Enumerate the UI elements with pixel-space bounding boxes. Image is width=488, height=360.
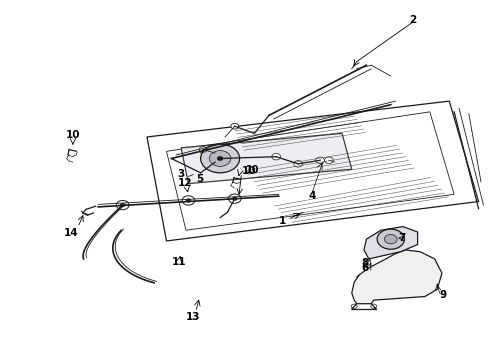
- Circle shape: [370, 304, 376, 309]
- Text: 13: 13: [185, 312, 200, 322]
- Polygon shape: [363, 226, 417, 259]
- Text: 10: 10: [242, 166, 256, 176]
- Circle shape: [120, 203, 125, 207]
- Circle shape: [210, 158, 220, 166]
- Text: 11: 11: [171, 257, 185, 267]
- Text: 5: 5: [195, 174, 203, 184]
- Circle shape: [200, 144, 239, 173]
- Circle shape: [217, 156, 223, 161]
- Circle shape: [182, 196, 194, 205]
- Text: 4: 4: [307, 191, 315, 201]
- Circle shape: [232, 197, 237, 201]
- Polygon shape: [351, 250, 441, 304]
- Circle shape: [185, 199, 190, 202]
- Circle shape: [209, 150, 230, 166]
- Circle shape: [376, 229, 404, 249]
- Circle shape: [293, 161, 302, 167]
- Circle shape: [384, 234, 396, 244]
- Circle shape: [230, 123, 238, 129]
- Circle shape: [271, 153, 280, 160]
- Text: 14: 14: [64, 228, 79, 238]
- Circle shape: [228, 194, 241, 203]
- Circle shape: [116, 201, 129, 210]
- Text: 6: 6: [361, 263, 368, 273]
- Circle shape: [315, 157, 324, 163]
- Text: 7: 7: [397, 233, 405, 243]
- Text: 10: 10: [245, 165, 259, 175]
- Circle shape: [324, 157, 332, 163]
- Text: 3: 3: [177, 169, 184, 179]
- Circle shape: [350, 304, 356, 309]
- Text: 1: 1: [278, 216, 285, 226]
- Text: 12: 12: [178, 178, 192, 188]
- Text: 10: 10: [65, 130, 80, 140]
- Polygon shape: [181, 134, 351, 184]
- Text: 2: 2: [408, 15, 415, 26]
- Text: 9: 9: [439, 291, 446, 301]
- Text: 8: 8: [361, 258, 368, 268]
